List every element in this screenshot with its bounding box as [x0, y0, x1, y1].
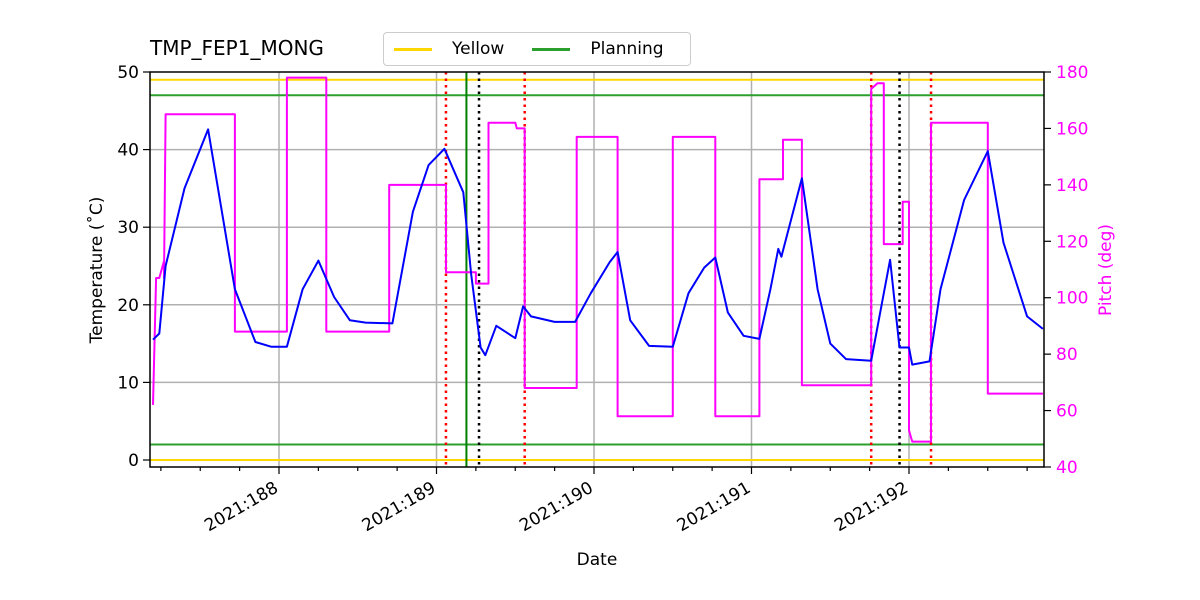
- legend-item-planning: Planning: [532, 39, 664, 59]
- limit-lines: [150, 78, 1044, 461]
- y-axis-left-label: Temperature (˚C): [86, 197, 107, 345]
- legend: Yellow Planning: [383, 32, 691, 66]
- y-tick-label: 0: [128, 451, 139, 471]
- y-right-tick-label: 100: [1056, 289, 1088, 309]
- pitch-series-line: [152, 76, 1043, 443]
- y-tick-label: 30: [117, 218, 139, 238]
- y-right-tick-label: 80: [1056, 345, 1078, 365]
- event-markers: [444, 72, 933, 467]
- plot-frame: [149, 71, 1045, 468]
- legend-label: Yellow: [452, 39, 505, 59]
- y-right-tick-label: 60: [1056, 402, 1078, 422]
- data-series: [152, 76, 1044, 443]
- x-tick-label: 2021:190: [516, 478, 597, 536]
- y-tick-label: 10: [117, 373, 139, 393]
- y-axis-left-ticks: 0 10 20 30 40 50: [117, 63, 150, 471]
- y-right-tick-label: 160: [1056, 119, 1088, 139]
- x-tick-label: 2021:188: [201, 478, 282, 536]
- x-tick-label: 2021:192: [831, 478, 912, 536]
- x-axis-label: Date: [577, 550, 618, 570]
- x-tick-label: 2021:191: [674, 478, 755, 536]
- temperature-series-line: [152, 128, 1044, 366]
- yellow-line-swatch: [394, 47, 432, 51]
- y-tick-label: 40: [117, 141, 139, 161]
- x-axis-ticks: 2021:188 2021:189 2021:190 2021:191 2021:192: [160, 467, 1028, 536]
- legend-label: Planning: [590, 39, 664, 59]
- legend-item-yellow: Yellow: [394, 39, 504, 59]
- x-tick-label: 2021:189: [359, 478, 440, 536]
- y-right-tick-label: 120: [1056, 232, 1088, 252]
- planning-line-swatch: [532, 47, 571, 51]
- y-tick-label: 20: [117, 296, 139, 316]
- y-right-tick-label: 140: [1056, 176, 1088, 196]
- y-tick-label: 50: [117, 63, 139, 83]
- y-axis-right-ticks: 40 60 80 100 120 140 160 180: [1044, 63, 1088, 478]
- y-axis-right-label: Pitch (deg): [1096, 224, 1116, 316]
- y-right-tick-label: 180: [1056, 63, 1088, 83]
- y-right-tick-label: 40: [1056, 458, 1078, 478]
- chart-title: TMP_FEP1_MONG: [150, 36, 324, 60]
